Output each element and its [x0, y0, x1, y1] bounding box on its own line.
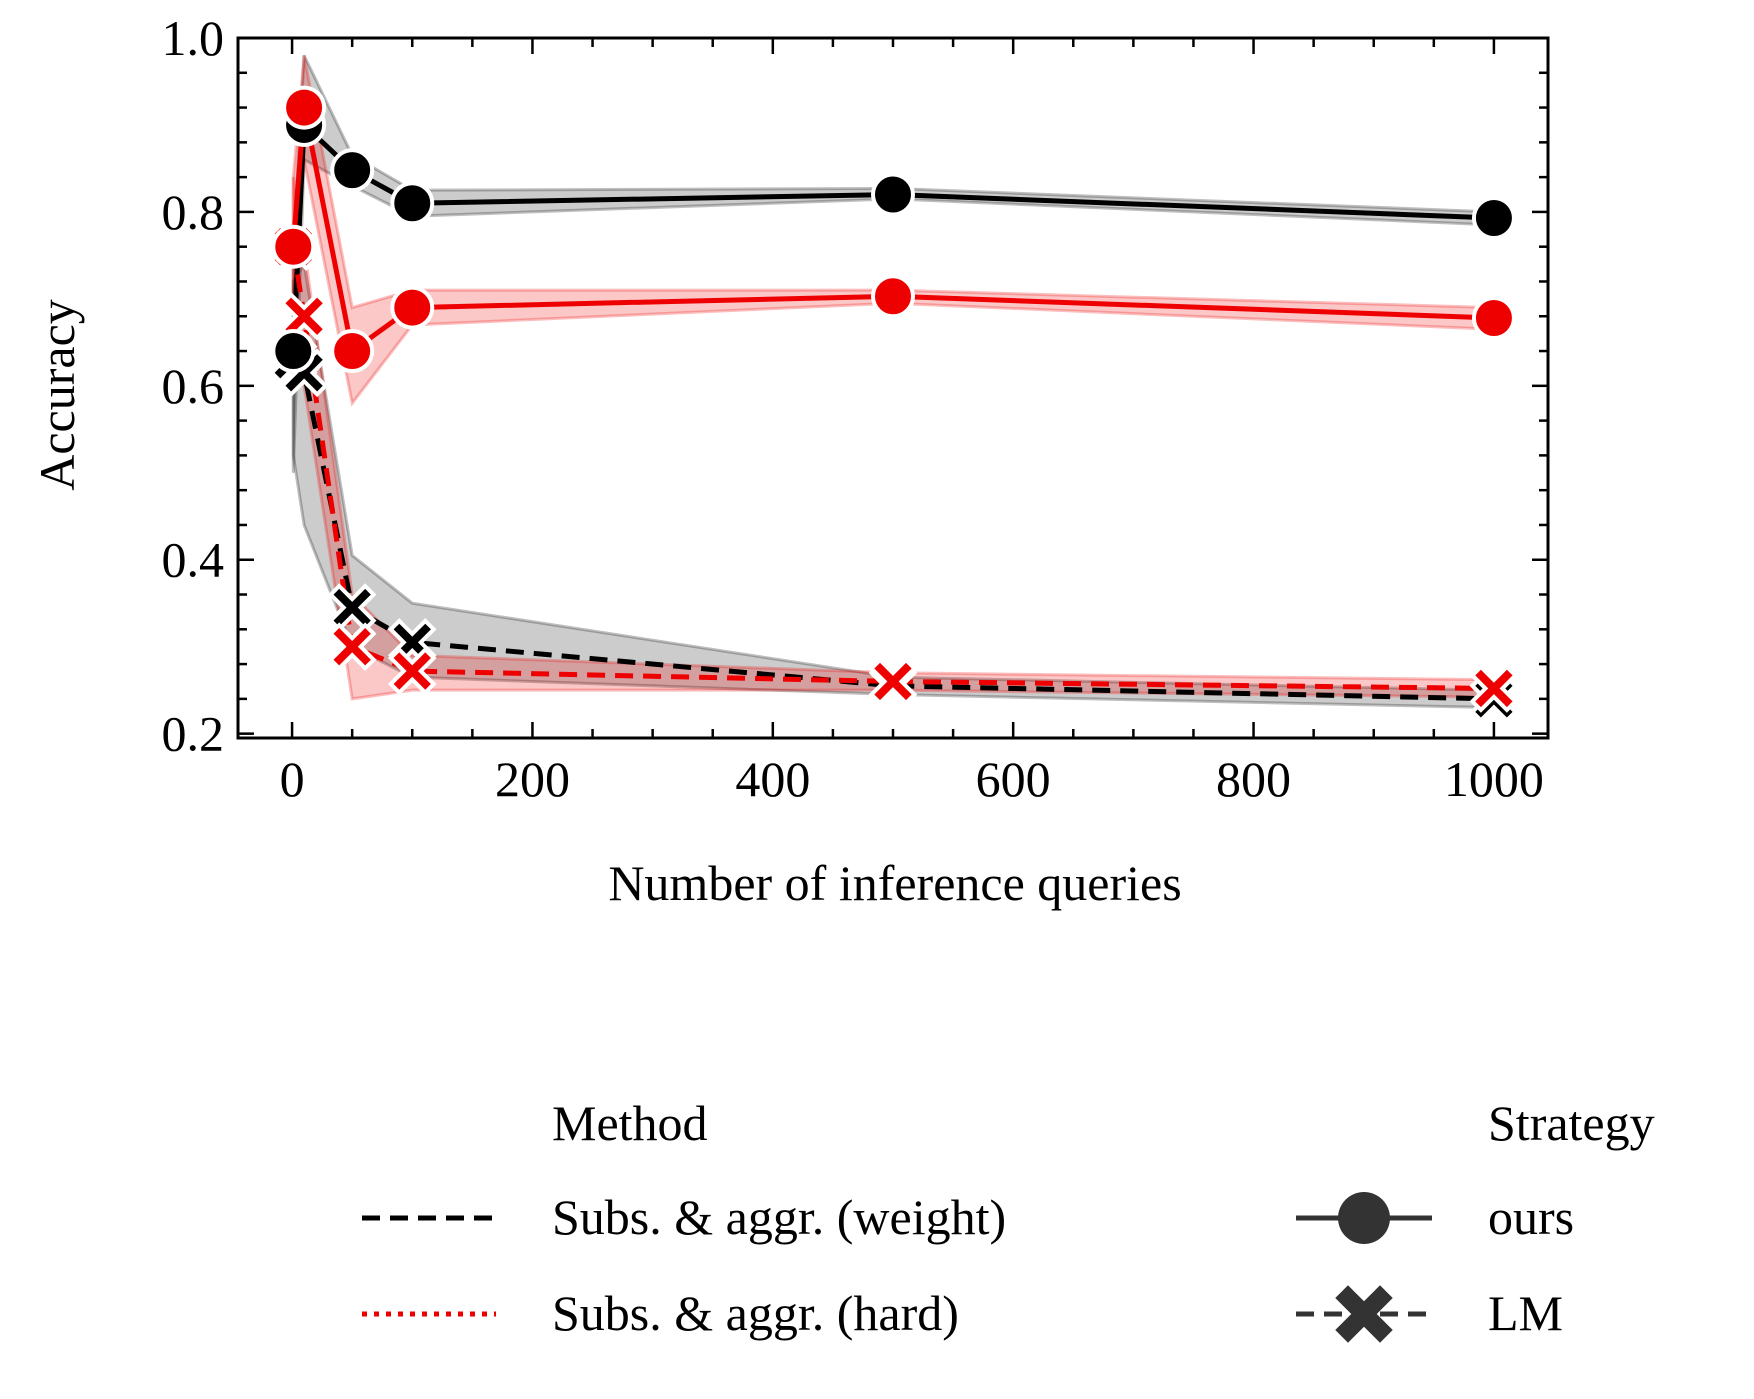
marker-circle-0-0 [271, 329, 316, 374]
x-tick-label: 800 [1216, 751, 1291, 807]
legend-strategy-title: Strategy [1488, 1095, 1655, 1151]
marker-circle-1-4 [871, 274, 915, 319]
x-tick-label: 200 [495, 751, 570, 807]
legend-strategy-marker-1 [1335, 1285, 1393, 1343]
legend-strategy-label-1: LM [1488, 1285, 1563, 1341]
marker-circle-0-2 [330, 148, 375, 193]
marker-x-stroke [393, 623, 431, 662]
band-1 [291, 55, 1496, 407]
series-markers [268, 85, 1519, 724]
band-2 [291, 259, 1496, 710]
legend: Method Subs. & aggr. (weight) Subs. & aggr… [362, 1095, 1655, 1343]
confidence-bands [291, 54, 1496, 710]
legend-method-label-0: Subs. & aggr. (weight) [552, 1189, 1006, 1245]
y-tick-label: 0.4 [162, 532, 225, 588]
marker-circle-1-3 [390, 285, 435, 330]
marker-circle-1-1 [282, 85, 327, 130]
marker-x-stroke [285, 297, 323, 335]
legend-method-title: Method [552, 1095, 708, 1151]
axis-ticks: 0 200 400 600 800 1000 0.2 0.4 0.6 0.8 1.0 [162, 10, 1548, 807]
band-0 [291, 54, 1496, 473]
marker-x-3-3 [387, 646, 437, 696]
x-axis-label: Number of inference queries [608, 855, 1181, 911]
marker-x-stroke [333, 628, 371, 666]
marker-x-stroke [1475, 669, 1513, 708]
x-tick-label: 400 [735, 751, 810, 807]
marker-x-3-1 [279, 291, 329, 341]
y-tick-label: 1.0 [162, 10, 225, 66]
legend-method-label-1: Subs. & aggr. (hard) [552, 1285, 959, 1341]
legend-strategy-marker-0 [1338, 1192, 1390, 1244]
marker-x-2-2 [327, 583, 377, 632]
marker-x-3-5 [1469, 664, 1519, 713]
marker-x-stroke [333, 588, 371, 627]
marker-x-2-3 [387, 618, 437, 667]
marker-circle-0-4 [871, 172, 915, 217]
marker-circle-0-5 [1471, 196, 1516, 240]
y-tick-label: 0.2 [162, 706, 225, 762]
marker-circle-1-0 [271, 224, 316, 269]
marker-x-3-2 [327, 622, 377, 672]
y-tick-label: 0.6 [162, 358, 225, 414]
legend-strategy-label-0: ours [1488, 1189, 1574, 1245]
x-tick-label: 1000 [1444, 751, 1544, 807]
marker-circle-1-5 [1471, 296, 1516, 340]
marker-circle-1-2 [330, 329, 375, 374]
marker-circle-0-3 [390, 181, 435, 226]
x-tick-label: 0 [280, 751, 305, 807]
y-axis-label: Accuracy [29, 299, 85, 491]
x-tick-label: 600 [976, 751, 1051, 807]
y-tick-label: 0.8 [162, 184, 225, 240]
marker-x-stroke [393, 652, 431, 690]
marker-x-stroke [874, 662, 912, 701]
marker-x-3-4 [868, 657, 918, 706]
